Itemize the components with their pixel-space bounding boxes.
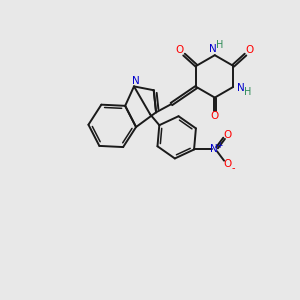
Text: N: N: [132, 76, 139, 86]
Text: +: +: [216, 141, 223, 150]
Text: N: N: [209, 44, 217, 54]
Text: N: N: [210, 144, 218, 154]
Text: H: H: [216, 40, 224, 50]
Text: O: O: [224, 159, 232, 169]
Text: N: N: [237, 83, 244, 94]
Text: H: H: [244, 87, 251, 97]
Text: O: O: [176, 45, 184, 55]
Text: O: O: [246, 45, 254, 55]
Text: O: O: [211, 111, 219, 121]
Text: -: -: [231, 163, 235, 173]
Text: O: O: [224, 130, 232, 140]
